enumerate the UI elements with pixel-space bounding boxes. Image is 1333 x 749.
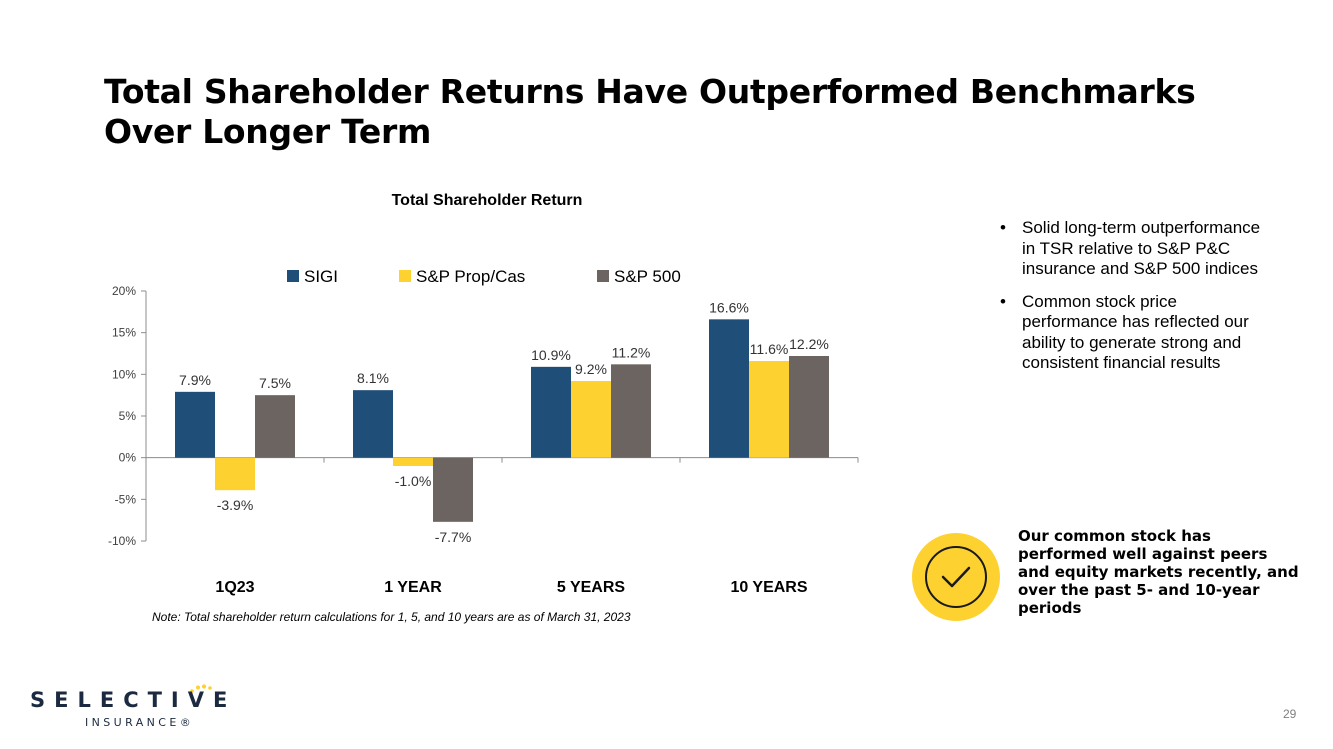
bar [571,381,611,458]
y-tick-label: 15% [112,326,136,340]
bullet-dot-icon: • [1000,291,1006,311]
y-tick-label: -10% [108,534,136,548]
y-tick-label: 0% [119,451,137,465]
bullet-text: Common stock price performance has refle… [1022,291,1249,373]
y-tick-label: 10% [112,367,136,381]
bar [353,390,393,458]
bullet-item: • Solid long-term outperformance in TSR … [1000,218,1300,280]
bar [789,356,829,458]
page-number: 29 [1283,707,1297,721]
logo-dots-icon [190,684,212,693]
y-tick-label: 5% [119,409,137,423]
x-tick-label: 10 YEARS [730,579,807,596]
y-tick-label: 20% [112,284,136,298]
legend-label: S&P Prop/Cas [416,267,525,286]
bullet-dot-icon: • [1000,218,1006,237]
bullet-item: • Common stock price performance has ref… [1000,292,1300,374]
data-label: 8.1% [357,370,389,386]
legend-swatch [287,270,299,282]
x-tick-label: 1Q23 [215,579,254,596]
logo-subtitle: INSURANCE® [85,716,195,729]
x-tick-label: 1 YEAR [384,579,442,596]
slide-title: Total Shareholder Returns Have Outperfor… [104,72,1196,151]
legend-label: SIGI [304,267,338,286]
logo-wordmark: SELECTIVE [30,688,237,712]
chart-title: Total Shareholder Return [391,192,583,209]
data-label: -7.7% [435,529,472,545]
bullet-text: Solid long-term outperformance in TSR re… [1022,218,1261,278]
bar [393,457,433,466]
bar [433,457,473,522]
bar [749,361,789,458]
bar [175,391,215,458]
bar [255,395,295,458]
data-label: 11.2% [612,344,651,360]
data-label: 16.6% [709,299,749,315]
data-label: 9.2% [575,361,607,377]
legend-swatch [597,270,609,282]
tsr-bar-chart: 20% 15% 10% 5% 0% -5% -10% 1Q23 1 YEAR 5 YEARS 10 … [108,267,859,596]
data-label: 11.6% [750,341,789,357]
chart-note: Note: Total shareholder return calculati… [152,610,631,624]
legend-label: S&P 500 [614,267,681,286]
selective-logo: SELECTIVE INSURANCE® [30,684,227,734]
bar [709,319,749,458]
bar [611,364,651,458]
y-tick-label: -5% [115,492,137,506]
data-label: 7.9% [179,372,211,388]
callout-text: Our common stock has performed well agai… [1018,527,1299,617]
bullet-list: • Solid long-term outperformance in TSR … [1000,218,1300,386]
x-tick-label: 5 YEARS [557,579,626,596]
data-label: -3.9% [217,497,254,513]
data-label: 7.5% [259,375,291,391]
bar [531,366,571,458]
checkmark-circle-icon [912,533,1000,621]
data-label: 12.2% [789,336,829,352]
bar [215,457,255,491]
data-label: 10.9% [531,347,571,363]
data-label: -1.0% [395,473,432,489]
legend-swatch [399,270,411,282]
